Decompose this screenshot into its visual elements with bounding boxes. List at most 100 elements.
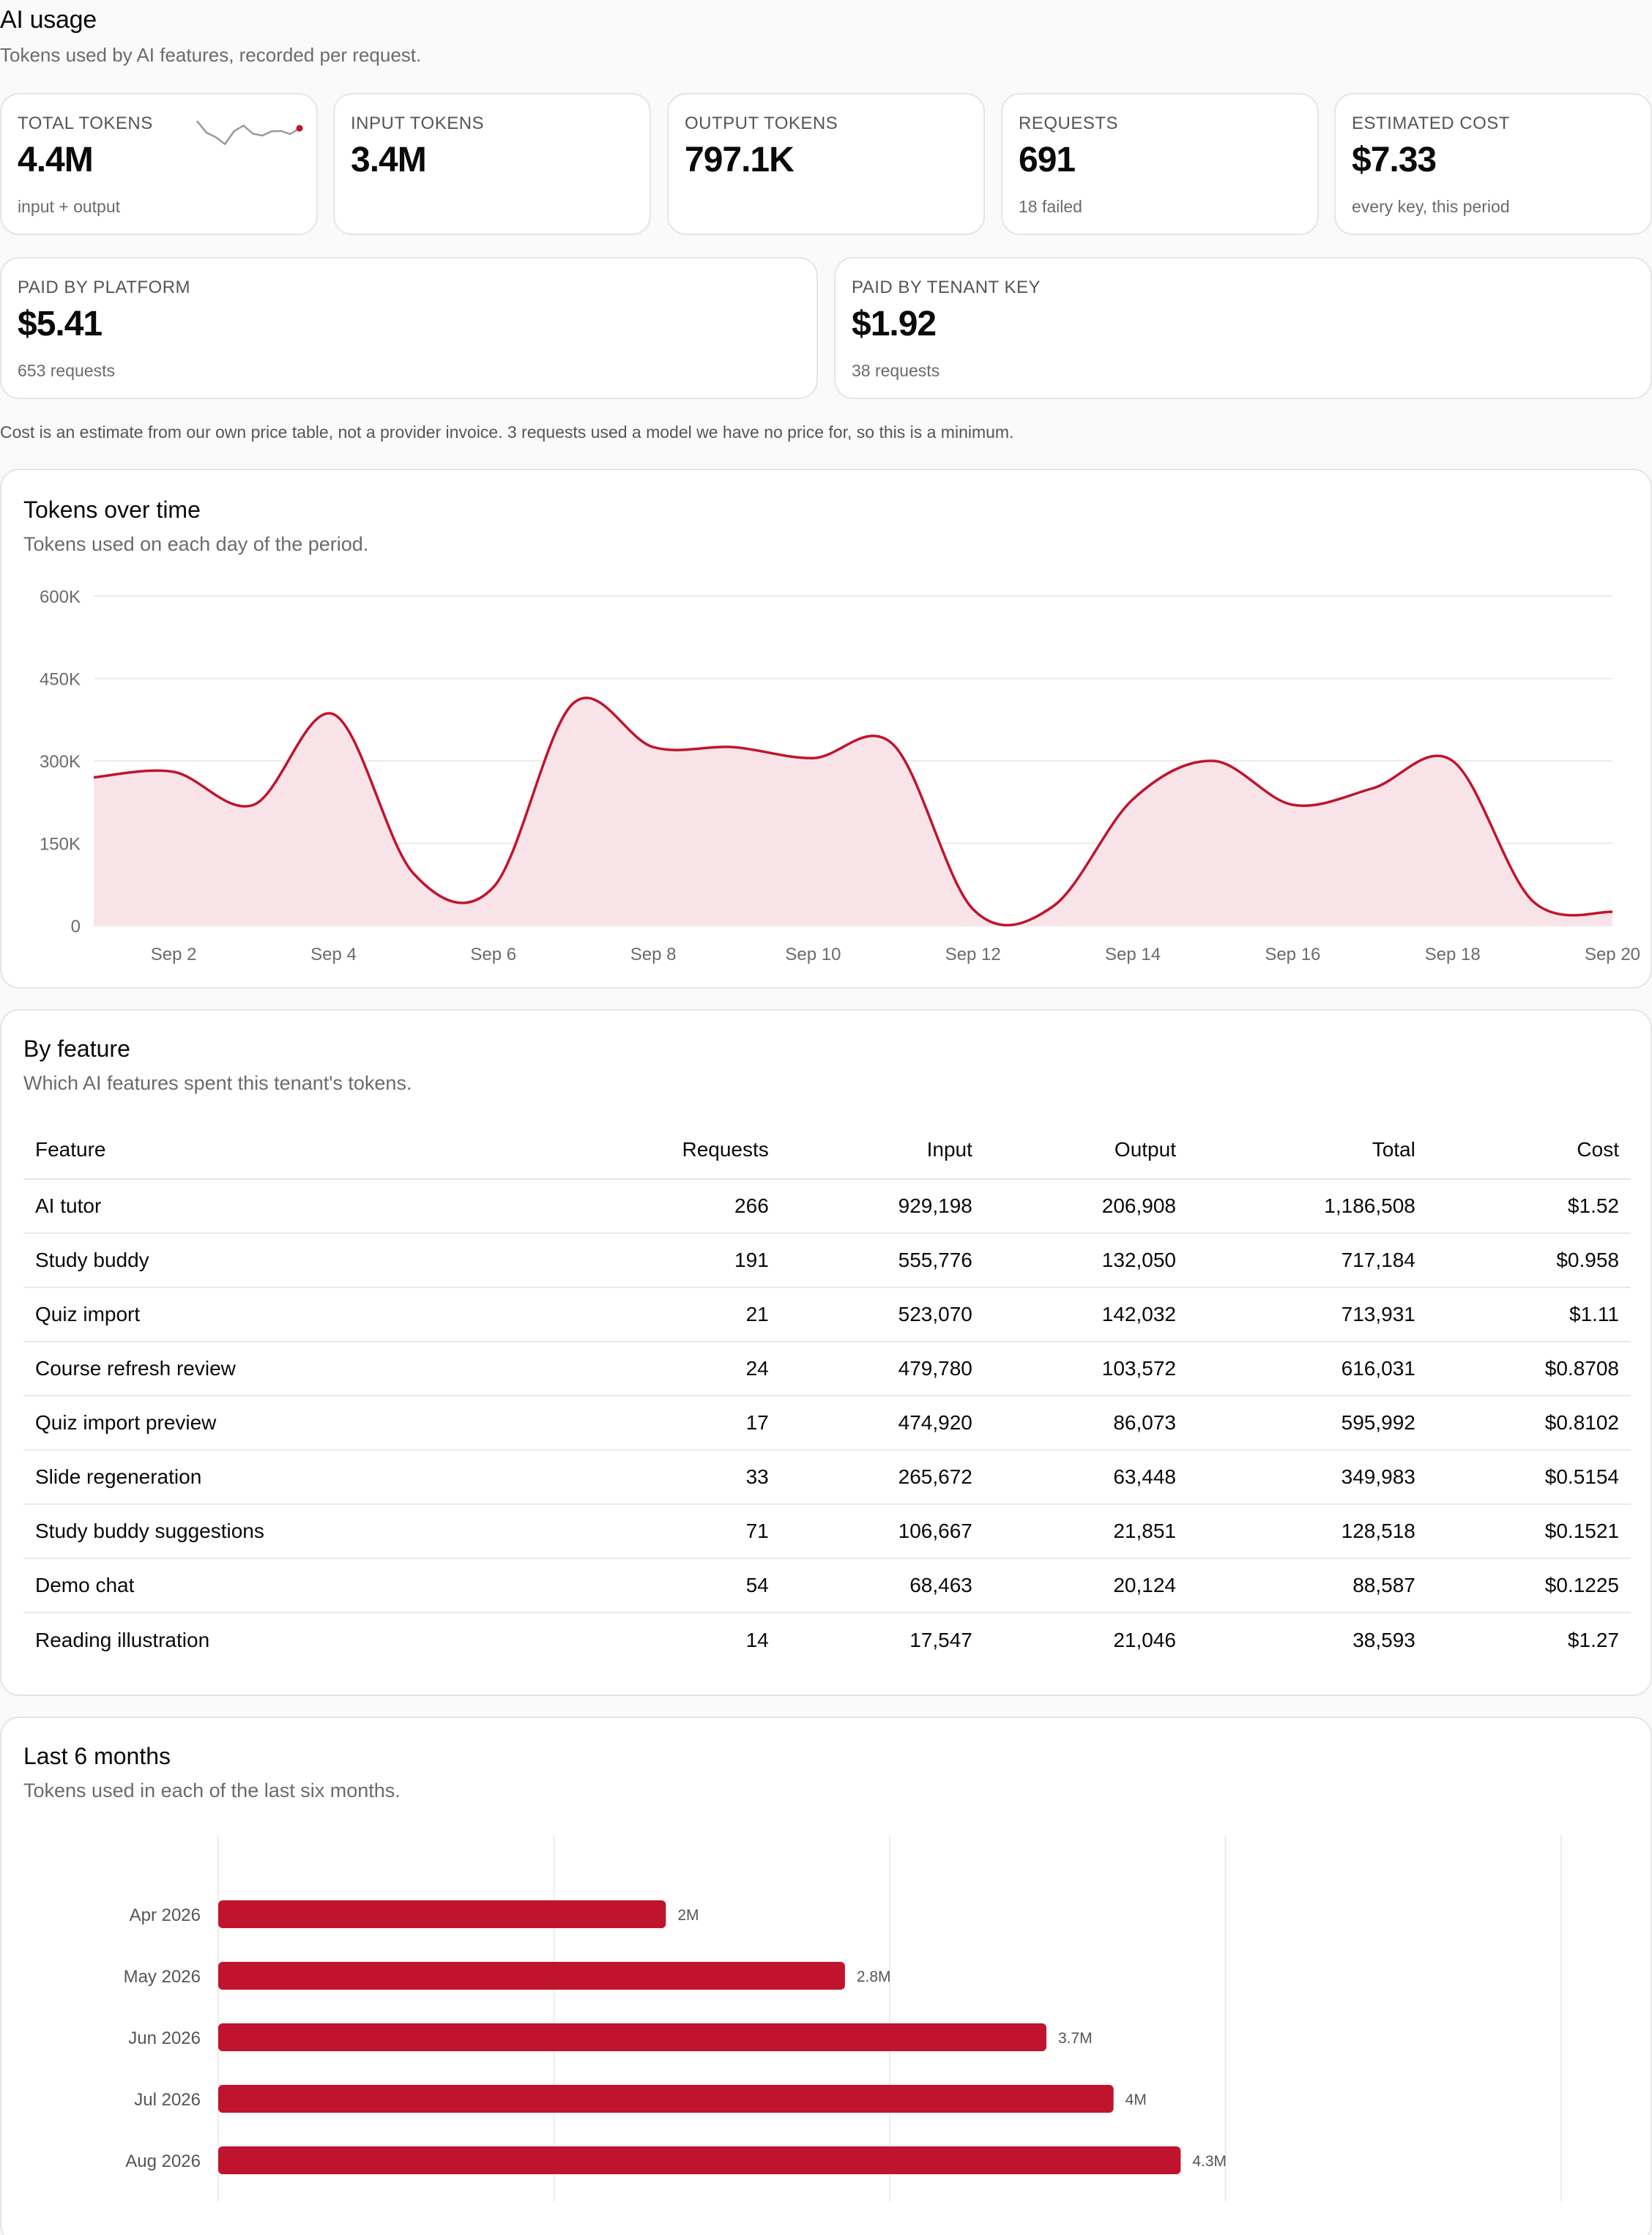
output-cell: 21,046 — [1113, 1628, 1176, 1651]
table-row: Reading illustration 14 17,547 21,046 38,593… — [23, 1613, 1631, 1667]
total-cell: 88,587 — [1187, 1558, 1427, 1613]
cost-cell: $0.1521 — [1426, 1504, 1631, 1559]
feature-name-cell: Slide regeneration — [23, 1450, 551, 1505]
kpi-card-paid-by-platform: PAID BY PLATFORM $5.41 653 requests — [0, 257, 818, 399]
kpi-note: input + output — [18, 197, 121, 216]
card-title: Tokens over time — [23, 497, 201, 523]
kpi-value: $7.33 — [1352, 141, 1437, 179]
kpi-note: 653 requests — [18, 361, 115, 380]
kpi-card-output-tokens: OUTPUT TOKENS 797.1K — [667, 93, 985, 235]
requests-cell: 21 — [551, 1287, 781, 1342]
kpi-value: 797.1K — [685, 141, 795, 179]
x-tick-label: Sep 14 — [1105, 945, 1161, 964]
y-tick-label: 450K — [40, 670, 81, 690]
table-header-row: Feature Requests Input Output Total Cost — [23, 1120, 1631, 1180]
kpi-label: ESTIMATED COST — [1352, 114, 1510, 133]
x-tick-label: Sep 18 — [1425, 945, 1481, 964]
x-tick-label: Sep 4 — [310, 945, 357, 964]
by-feature-card: By feature Which AI features spent this … — [0, 1009, 1652, 1696]
input-cell: 17,547 — [909, 1628, 972, 1651]
y-tick-label: 300K — [40, 752, 81, 772]
bar-value-label: 2M — [677, 1907, 699, 1924]
card-title: By feature — [23, 1035, 130, 1062]
requests-cell: 17 — [551, 1396, 781, 1451]
output-cell: 142,032 — [983, 1287, 1188, 1342]
tokens-over-time-chart: 0 150K 300K 450K 600K Sep 2 Sep 4 Sep 6 Sep 8 Sep… — [40, 587, 1640, 964]
feature-name-cell: Reading illustration — [35, 1628, 210, 1651]
x-tick-label: Sep 10 — [785, 945, 841, 964]
sparkline-end-dot — [296, 124, 303, 132]
total-cell: 616,031 — [1187, 1342, 1427, 1397]
table-row: Slide regeneration 33 265,672 63,448 349,983… — [23, 1450, 1631, 1505]
bar — [218, 2085, 1114, 2113]
x-tick-label: Sep 20 — [1585, 945, 1640, 964]
kpi-card-paid-by-tenant-key: PAID BY TENANT KEY $1.92 38 requests — [834, 257, 1652, 399]
kpi-value: 691 — [1019, 141, 1076, 179]
total-tokens-sparkline — [196, 120, 303, 146]
output-cell: 20,124 — [983, 1558, 1188, 1613]
bar-value-label: 2.8M — [857, 1968, 891, 1985]
kpi-label: TOTAL TOKENS — [18, 114, 153, 133]
page-subtitle: Tokens used by AI features, recorded per… — [0, 44, 422, 66]
table-row: Quiz import preview 17 474,920 86,073 595,99… — [23, 1396, 1631, 1451]
input-cell: 265,672 — [780, 1450, 984, 1505]
output-cell: 206,908 — [983, 1179, 1188, 1234]
total-cell: 38,593 — [1353, 1628, 1415, 1651]
output-cell: 132,050 — [983, 1233, 1188, 1288]
output-cell: 103,572 — [983, 1342, 1188, 1397]
input-cell: 474,920 — [780, 1396, 984, 1451]
x-tick-label: Sep 2 — [151, 945, 197, 964]
input-cell: 68,463 — [780, 1558, 984, 1613]
x-tick-label: Sep 12 — [945, 945, 1001, 964]
bar-value-label: 4M — [1125, 2091, 1147, 2108]
card-subtitle: Tokens used on each day of the period. — [23, 533, 369, 555]
bar-category-label: Jun 2026 — [128, 2028, 201, 2048]
last-6-months-card: Last 6 months Tokens used in each of the… — [0, 1717, 1652, 2235]
column-header-output: Output — [983, 1120, 1188, 1180]
kpi-label: INPUT TOKENS — [351, 114, 485, 133]
total-cell: 713,931 — [1187, 1287, 1427, 1342]
kpi-card-requests: REQUESTS 691 18 failed — [1001, 93, 1319, 235]
column-header-feature: Feature — [23, 1120, 551, 1180]
cost-cell: $0.8102 — [1426, 1396, 1631, 1451]
kpi-note: 38 requests — [852, 361, 940, 380]
y-tick-label: 150K — [40, 835, 81, 855]
page-title: AI usage — [0, 6, 97, 34]
cost-cell: $1.27 — [1567, 1628, 1619, 1651]
column-header-total: Total — [1187, 1120, 1427, 1180]
input-cell: 106,667 — [780, 1504, 984, 1559]
kpi-label: PAID BY PLATFORM — [18, 278, 191, 297]
bar — [218, 1900, 666, 1928]
cost-cell: $1.11 — [1426, 1287, 1631, 1342]
table-row: Study buddy 191 555,776 132,050 717,184 $0.95… — [23, 1233, 1631, 1288]
total-cell: 1,186,508 — [1187, 1179, 1427, 1234]
table-row: Demo chat 54 68,463 20,124 88,587 $0.1225 — [23, 1558, 1631, 1613]
kpi-value: 3.4M — [351, 141, 427, 179]
kpi-value: $1.92 — [852, 305, 937, 343]
bar — [218, 2023, 1046, 2051]
bar — [218, 1962, 845, 1990]
feature-table: Feature Requests Input Output Total Cost… — [23, 1120, 1631, 1667]
feature-name-cell: Study buddy — [23, 1233, 551, 1288]
cost-cell: $0.5154 — [1426, 1450, 1631, 1505]
table-row: Course refresh review 24 479,780 103,572 616… — [23, 1342, 1631, 1397]
cost-cell: $0.958 — [1426, 1233, 1631, 1288]
bar-category-label: Jul 2026 — [134, 2090, 201, 2110]
requests-cell: 191 — [551, 1233, 781, 1288]
kpi-note: every key, this period — [1352, 197, 1510, 216]
tokens-over-time-card: Tokens over time Tokens used on each day… — [0, 469, 1652, 989]
kpi-label: REQUESTS — [1019, 114, 1119, 133]
requests-cell: 54 — [551, 1558, 781, 1613]
cost-disclaimer: Cost is an estimate from our own price t… — [0, 423, 1014, 442]
x-tick-label: Sep 8 — [630, 945, 677, 964]
feature-name-cell: Course refresh review — [23, 1342, 551, 1397]
kpi-card-total-tokens: TOTAL TOKENS 4.4M input + output — [0, 93, 318, 235]
kpi-label: OUTPUT TOKENS — [685, 114, 838, 133]
sparkline-path — [196, 120, 300, 146]
total-cell: 717,184 — [1187, 1233, 1427, 1288]
area-fill — [94, 697, 1612, 926]
kpi-value: $5.41 — [18, 305, 103, 343]
card-subtitle: Tokens used in each of the last six mont… — [23, 1780, 401, 1801]
input-cell: 555,776 — [780, 1233, 984, 1288]
requests-cell: 14 — [745, 1628, 769, 1651]
